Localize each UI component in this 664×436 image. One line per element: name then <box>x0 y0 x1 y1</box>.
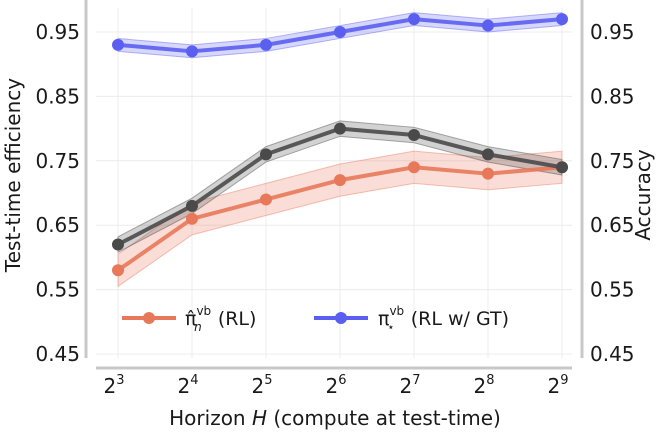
y-ticks-left: 0.45 0.55 0.65 0.75 0.85 0.95 <box>35 20 80 366</box>
band-orange <box>117 150 563 288</box>
point-gray <box>482 148 494 161</box>
point-orange <box>482 167 494 180</box>
point-blue <box>408 13 420 26</box>
point-blue <box>260 38 272 51</box>
x-tick-label: 23 <box>103 373 124 398</box>
y-tick-label-right: 0.45 <box>590 342 635 366</box>
x-tick-label: 29 <box>547 373 568 398</box>
band-gray <box>117 120 563 254</box>
y-tick-label-right: 0.65 <box>590 213 635 237</box>
point-orange <box>186 212 198 225</box>
series-points <box>112 13 568 277</box>
y-tick-label-right: 0.55 <box>590 278 635 302</box>
point-blue <box>186 45 198 58</box>
x-axis-label: Horizon H (compute at test-time) <box>169 406 501 430</box>
y-tick-label-left: 0.45 <box>35 342 80 366</box>
x-ticks: 23 24 25 26 27 28 29 <box>103 373 568 398</box>
point-orange <box>408 161 420 174</box>
x-tick-label: 24 <box>177 373 198 398</box>
x-tick-label: 26 <box>325 373 346 398</box>
point-gray <box>186 199 198 212</box>
y-tick-label-right: 0.75 <box>590 149 635 173</box>
y-tick-label-right: 0.85 <box>590 84 635 108</box>
y-tick-label-left: 0.75 <box>35 149 80 173</box>
point-gray <box>112 238 124 251</box>
point-gray <box>334 122 346 135</box>
x-tick-label: 25 <box>251 373 272 398</box>
y-tick-label-left: 0.95 <box>35 20 80 44</box>
point-blue <box>482 19 494 32</box>
y-ticks-right: 0.45 0.55 0.65 0.75 0.85 0.95 <box>590 20 635 366</box>
x-tick-label: 27 <box>399 373 420 398</box>
point-gray <box>260 148 272 161</box>
y-tick-label-right: 0.95 <box>590 20 635 44</box>
y-tick-label-left: 0.65 <box>35 213 80 237</box>
legend-marker-blue <box>335 312 347 324</box>
y-axis-label-right: Accuracy <box>631 149 655 240</box>
y-tick-label-left: 0.85 <box>35 84 80 108</box>
y-axis-label-left: Test-time efficiency <box>1 78 25 273</box>
point-gray <box>556 161 568 174</box>
legend-label-blue: πvb ⋆ (RL w/ GT) <box>378 304 509 334</box>
point-blue <box>112 38 124 51</box>
point-orange <box>260 193 272 206</box>
legend-marker-orange <box>143 312 155 324</box>
y-tick-label-left: 0.55 <box>35 278 80 302</box>
legend: π̂vb n (RL) πvb ⋆ (RL w/ GT) <box>122 304 509 334</box>
point-blue <box>556 13 568 26</box>
point-orange <box>334 174 346 187</box>
point-blue <box>334 26 346 38</box>
x-tick-label: 28 <box>473 373 494 398</box>
point-orange <box>112 264 124 277</box>
legend-label-orange: π̂vb n (RL) <box>185 304 256 334</box>
point-gray <box>408 129 420 142</box>
